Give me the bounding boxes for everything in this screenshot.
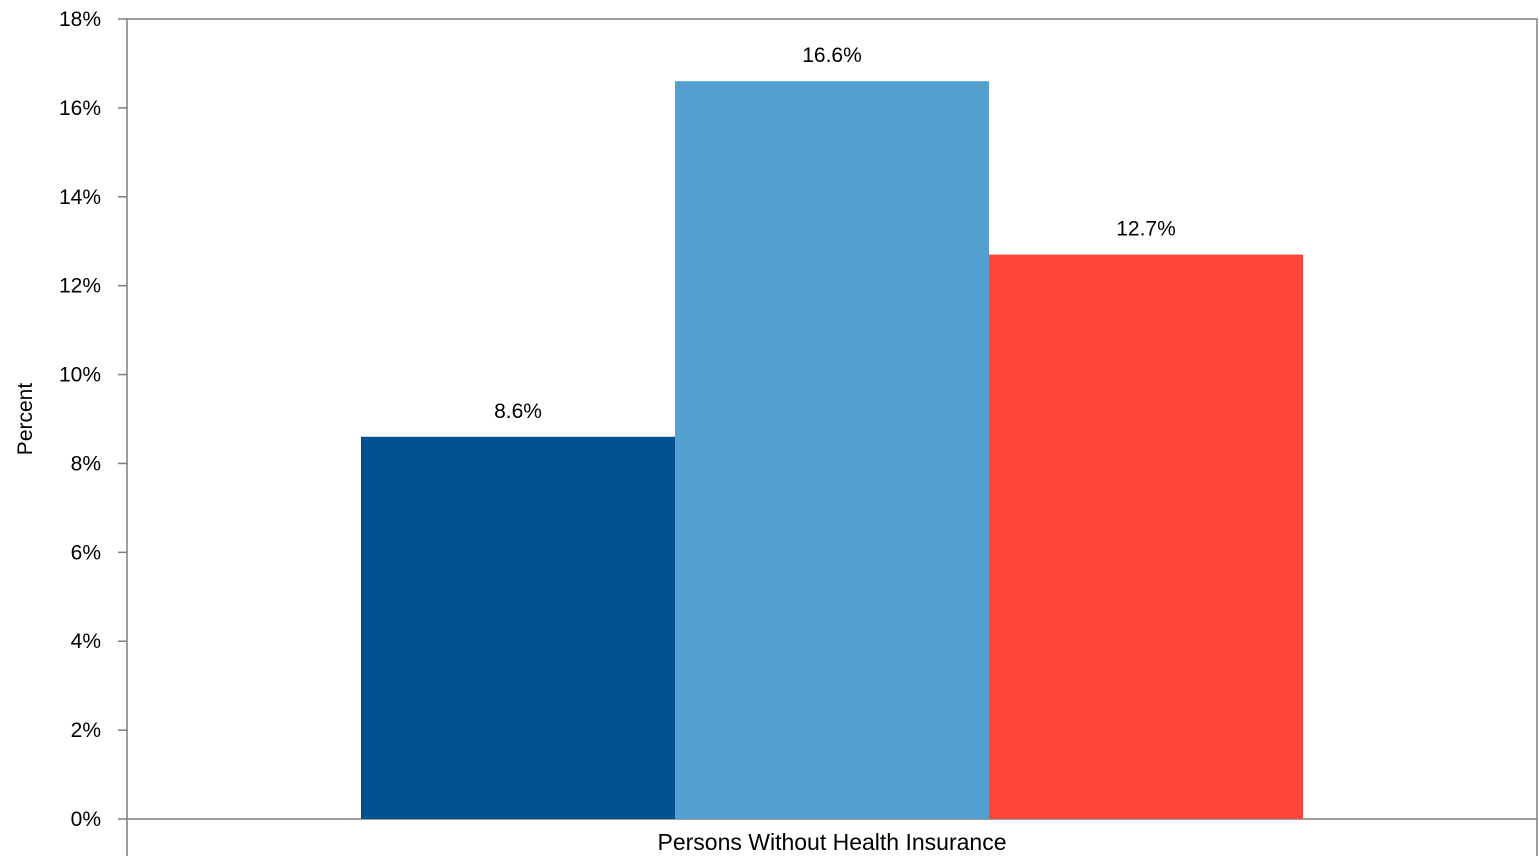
x-category-label: Persons Without Health Insurance: [657, 829, 1006, 855]
y-tick-label: 8%: [71, 452, 101, 475]
bars-layer: 8.6% 16.6% 12.7%: [361, 44, 1303, 820]
bar-data-label: 16.6%: [802, 44, 862, 67]
x-axis: [126, 819, 1538, 856]
y-tick-label: 18%: [59, 8, 101, 31]
bar: [675, 81, 989, 819]
y-tick-label: 10%: [59, 364, 101, 387]
y-tick-label: 4%: [71, 630, 101, 653]
bar-data-label: 12.7%: [1116, 218, 1176, 241]
bar-data-label: 8.6%: [494, 400, 542, 423]
y-tick-label: 12%: [59, 275, 101, 298]
y-tick-label: 14%: [59, 186, 101, 209]
y-tick-label: 0%: [71, 808, 101, 831]
y-tick-label: 6%: [71, 541, 101, 564]
y-axis-title: Percent: [14, 383, 37, 456]
y-tick-label: 2%: [71, 719, 101, 742]
bar: [989, 254, 1303, 820]
bar: [361, 436, 675, 819]
y-axis: 0% 2% 4% 6% 8% 10% 12% 14% 16% 18%: [59, 8, 127, 831]
y-tick-label: 16%: [59, 97, 101, 120]
